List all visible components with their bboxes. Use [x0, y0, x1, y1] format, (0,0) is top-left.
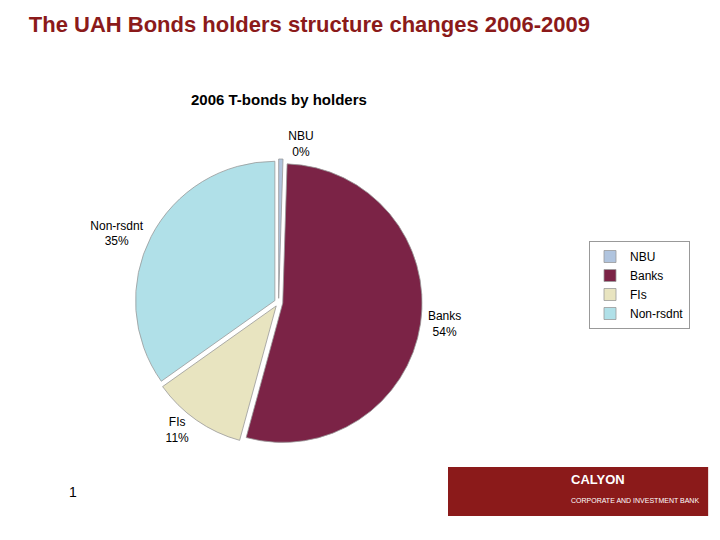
svg-text:CORPORATE AND INVESTMENT BANK: CORPORATE AND INVESTMENT BANK: [571, 497, 699, 504]
svg-text:2006 T-bonds by holders: 2006 T-bonds by holders: [191, 91, 367, 108]
svg-text:NBU0%: NBU0%: [288, 129, 313, 159]
svg-text:The UAH Bonds holders structur: The UAH Bonds holders structure changes …: [29, 12, 590, 37]
svg-text:Non-rsdnt: Non-rsdnt: [630, 307, 683, 321]
svg-text:Banks54%: Banks54%: [428, 309, 461, 339]
svg-text:Non-rsdnt35%: Non-rsdnt35%: [90, 219, 143, 249]
svg-text:CALYON: CALYON: [571, 472, 625, 487]
svg-text:Banks: Banks: [630, 269, 663, 283]
svg-text:1: 1: [69, 484, 77, 500]
svg-text:FIs: FIs: [630, 288, 647, 302]
svg-text:NBU: NBU: [630, 250, 655, 264]
svg-text:FIs11%: FIs11%: [166, 415, 189, 445]
